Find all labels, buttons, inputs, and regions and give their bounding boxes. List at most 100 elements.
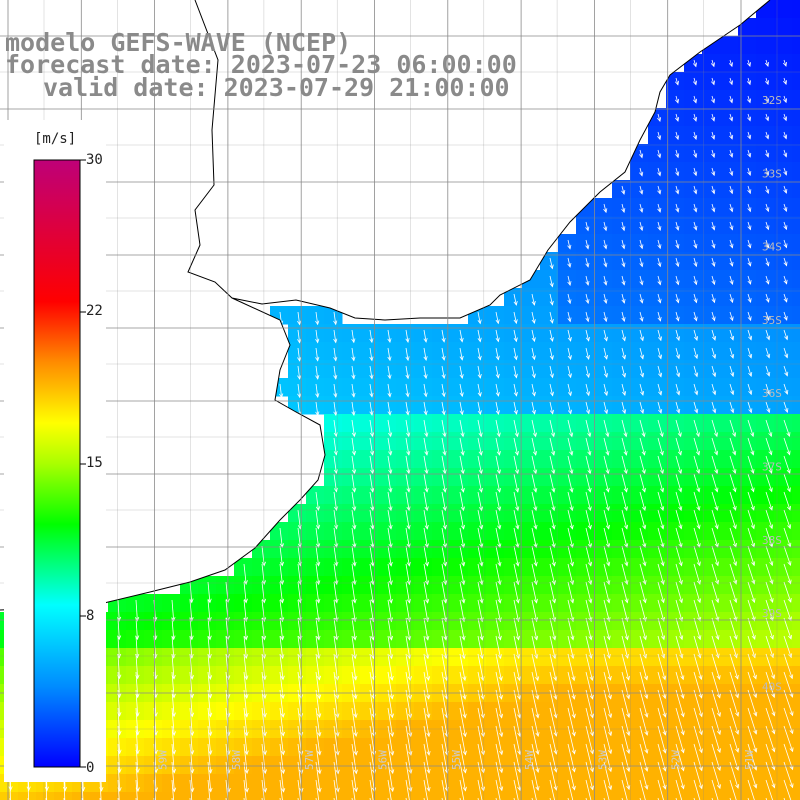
wind-arrow-head	[517, 786, 522, 792]
wind-arrow-head	[499, 786, 504, 792]
wind-cell	[702, 432, 721, 451]
wind-arrow-head	[771, 747, 776, 753]
wind-arrow-head	[753, 729, 758, 735]
wind-arrow-head	[552, 617, 557, 623]
wind-arrow	[423, 653, 429, 681]
wind-cell	[324, 432, 343, 451]
wind-arrow	[657, 257, 661, 267]
wind-arrow	[495, 509, 501, 529]
wind-cell	[558, 468, 577, 487]
wind-arrow-head	[551, 450, 556, 456]
wind-cell	[792, 270, 800, 289]
wind-arrow-head	[406, 450, 411, 456]
wind-cell	[612, 198, 631, 217]
wind-arrow-head	[388, 617, 393, 623]
wind-cell	[558, 342, 577, 361]
wind-arrow	[657, 203, 661, 213]
wind-cell	[774, 360, 793, 379]
wind-arrow	[693, 545, 701, 566]
wind-arrow-head	[585, 262, 590, 268]
wind-cell	[666, 738, 685, 757]
wind-arrow	[315, 653, 320, 680]
wind-cell	[720, 558, 739, 577]
wind-cell	[216, 630, 235, 649]
wind-arrow	[531, 383, 535, 396]
wind-cell	[738, 468, 757, 487]
wind-cell	[684, 234, 703, 253]
wind-arrow	[369, 437, 373, 455]
wind-cell	[720, 72, 739, 91]
wind-arrow	[423, 779, 428, 800]
wind-arrow	[441, 437, 446, 456]
wind-arrow-head	[461, 561, 466, 567]
wind-arrow-head	[585, 373, 590, 379]
wind-arrow	[639, 509, 646, 529]
wind-arrow-head	[697, 598, 702, 604]
wind-arrow	[603, 293, 607, 304]
wind-cell	[576, 306, 595, 325]
wind-arrow	[783, 779, 792, 800]
wind-cell	[414, 612, 433, 631]
wind-cell	[306, 486, 325, 505]
wind-arrow-head	[423, 374, 428, 380]
wind-arrow	[603, 509, 610, 529]
wind-cell	[702, 720, 721, 739]
wind-cell	[738, 288, 757, 307]
wind-arrow	[477, 311, 481, 324]
wind-arrow	[639, 329, 644, 341]
wind-arrow	[675, 437, 682, 455]
wind-cell	[486, 360, 505, 379]
wind-cell	[396, 648, 415, 667]
wind-arrow	[567, 257, 571, 268]
wind-cell	[666, 216, 685, 235]
wind-arrow-head	[698, 693, 703, 699]
wind-cell	[648, 702, 667, 721]
wind-cell	[612, 252, 631, 271]
wind-arrow-head	[498, 713, 504, 719]
wind-arrow-head	[517, 768, 522, 774]
wind-cell	[216, 576, 235, 595]
wind-cell	[360, 648, 379, 667]
wind-cell	[306, 576, 325, 595]
wind-cell	[756, 558, 775, 577]
wind-arrow	[765, 365, 770, 377]
wind-cell	[630, 342, 649, 361]
wind-cell	[342, 468, 361, 487]
wind-arrow	[135, 599, 138, 621]
wind-cell	[270, 612, 289, 631]
wind-cell	[684, 396, 703, 415]
wind-cell	[612, 540, 631, 559]
wind-arrow-head	[405, 410, 410, 416]
wind-arrow-head	[316, 694, 322, 700]
wind-cell	[702, 198, 721, 217]
wind-cell	[648, 126, 667, 145]
wind-cell	[450, 612, 469, 631]
wind-arrow	[549, 473, 555, 493]
wind-cell	[792, 468, 800, 487]
wind-cell	[720, 252, 739, 271]
wind-arrow	[621, 311, 625, 322]
wind-arrow	[747, 617, 756, 640]
wind-arrow	[441, 455, 446, 474]
wind-arrow	[549, 293, 553, 305]
wind-arrow	[405, 689, 412, 718]
wind-arrow-head	[352, 635, 357, 641]
wind-arrow-head	[789, 692, 794, 698]
wind-arrow	[423, 347, 427, 361]
wind-cell	[144, 594, 163, 613]
wind-cell	[756, 612, 775, 631]
wind-arrow	[729, 167, 733, 176]
wind-arrow	[783, 509, 791, 529]
wind-arrow	[657, 131, 661, 140]
wind-arrow-head	[406, 469, 411, 475]
wind-arrow-head	[747, 298, 752, 304]
wind-cell	[162, 702, 181, 721]
wind-arrow-head	[459, 355, 464, 361]
wind-cell	[468, 432, 487, 451]
wind-arrow-head	[226, 750, 231, 756]
wind-arrow	[495, 473, 501, 493]
wind-arrow	[747, 725, 757, 752]
wind-arrow-head	[680, 766, 685, 772]
wind-cell	[450, 522, 469, 541]
wind-cell	[648, 468, 667, 487]
